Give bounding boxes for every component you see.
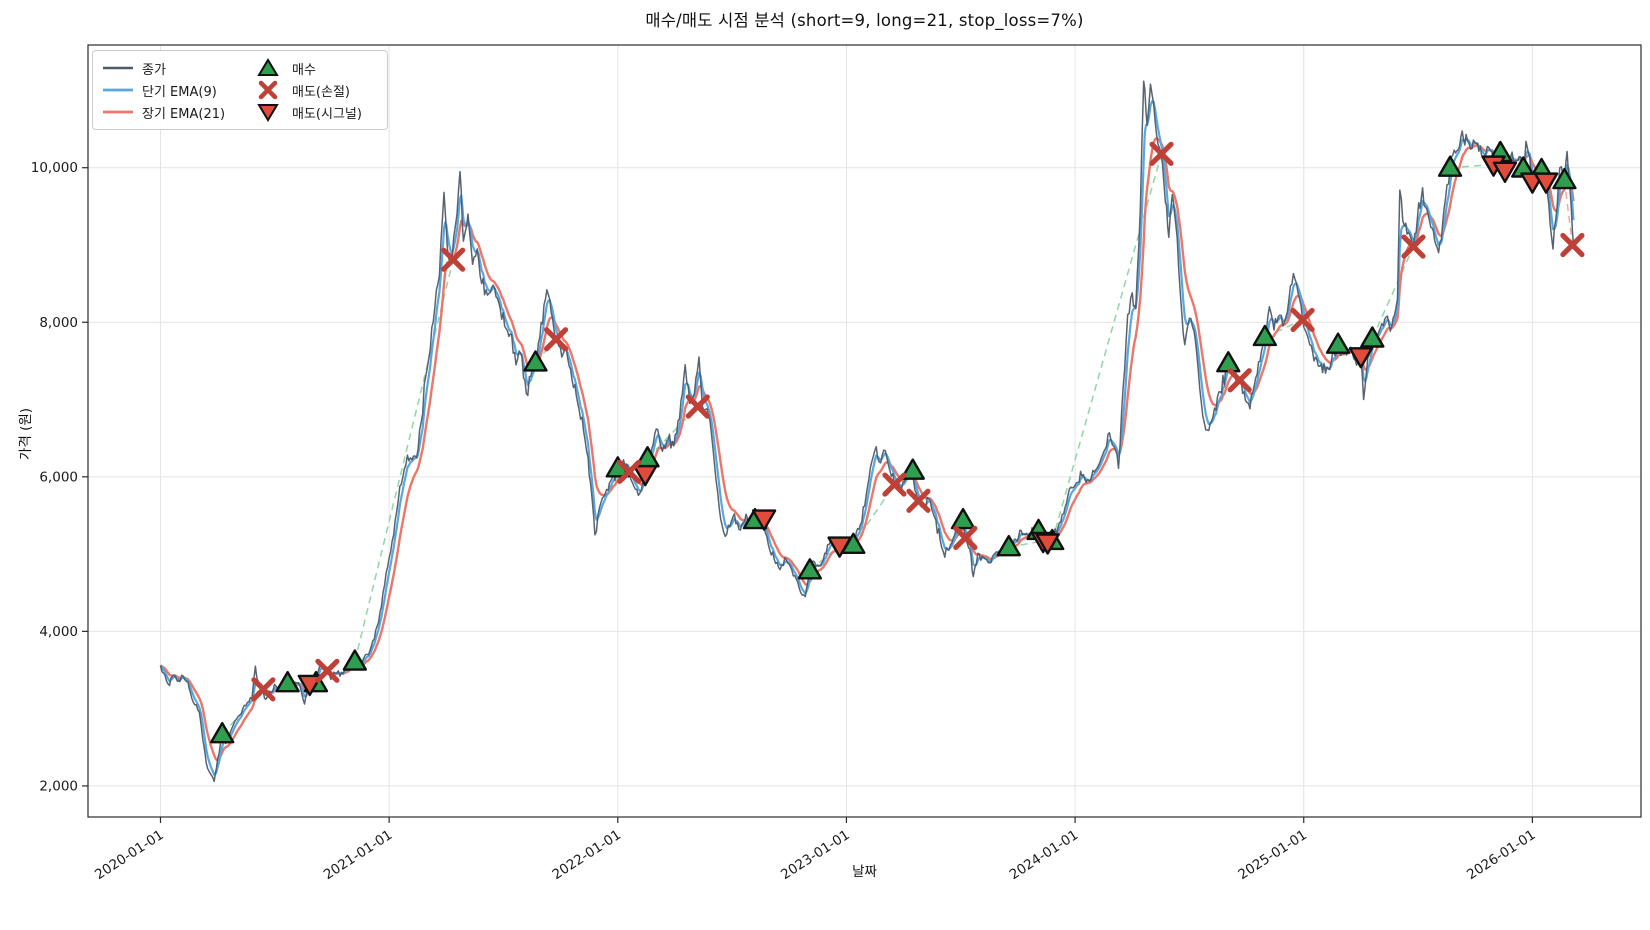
stop-loss-marker xyxy=(315,658,340,683)
stop-loss-marker xyxy=(1560,232,1585,258)
y-tick-label: 2,000 xyxy=(39,778,78,794)
buy-marker xyxy=(797,558,823,580)
stop-loss-marker xyxy=(441,247,466,272)
buy-marker xyxy=(996,534,1021,557)
sell-signal-markers xyxy=(297,155,1559,697)
stop-loss-marker xyxy=(1401,234,1426,259)
buy-marker xyxy=(1360,326,1385,348)
y-axis-label: 가격 (원) xyxy=(18,407,34,461)
legend-item-sell-signal: 매도(시그널) xyxy=(251,102,379,122)
buy-triangle-icon xyxy=(251,58,285,78)
y-tick-label: 10,000 xyxy=(31,160,78,176)
y-tick-label: 6,000 xyxy=(39,469,78,485)
legend-item-buy: 매수 xyxy=(251,58,379,78)
sell-signal-marker xyxy=(1035,533,1060,555)
legend-label: 장기 EMA(21) xyxy=(142,106,226,122)
legend-item-sell-stop: 매도(손절) xyxy=(251,80,379,100)
buy-marker xyxy=(523,350,548,372)
buy-marker xyxy=(275,670,300,693)
close-line-swatch xyxy=(101,64,135,72)
chart-title: 매수/매도 시점 분석 (short=9, long=21, stop_loss… xyxy=(645,11,1084,30)
sell-signal-marker xyxy=(1492,161,1518,184)
sell-signal-marker xyxy=(297,674,322,697)
buy-marker xyxy=(342,649,368,671)
buy-marker xyxy=(1437,155,1463,177)
stop-loss-marker xyxy=(251,677,276,702)
trade-connector-gain xyxy=(354,259,454,662)
stop-loss-marker xyxy=(906,488,931,513)
buy-marker xyxy=(950,507,976,530)
legend-item-close: 종가 xyxy=(101,58,251,78)
legend-item-ema-long: 장기 EMA(21) xyxy=(101,102,251,122)
buy-marker xyxy=(1552,167,1577,190)
stop-loss-marker xyxy=(1227,368,1252,393)
stop-loss-x-icon xyxy=(251,80,285,100)
stop-loss-marker xyxy=(882,472,907,497)
buy-marker xyxy=(1325,332,1351,354)
y-tick-label: 4,000 xyxy=(39,624,78,640)
legend-item-ema-short: 단기 EMA(9) xyxy=(101,80,251,100)
trade-connector-loss xyxy=(1563,179,1574,246)
legend-label: 매도(손절) xyxy=(292,84,350,100)
sell-signal-marker xyxy=(1348,347,1374,369)
axes-spines xyxy=(87,44,1642,818)
stop-loss-marker xyxy=(543,327,569,352)
sell-signal-marker xyxy=(751,509,777,531)
legend-label: 종가 xyxy=(142,62,166,78)
stop-loss-marker xyxy=(1149,141,1174,166)
ema-long-line-swatch xyxy=(101,108,135,116)
stop-loss-markers xyxy=(251,141,1585,702)
sell-triangle-icon xyxy=(251,102,285,122)
stop-loss-marker xyxy=(953,525,978,550)
stop-loss-marker xyxy=(617,459,642,484)
legend-label: 매수 xyxy=(292,62,316,78)
y-tick-label: 8,000 xyxy=(39,315,78,331)
buy-marker xyxy=(210,721,235,744)
buy-marker xyxy=(1252,324,1278,347)
stop-loss-marker xyxy=(1290,307,1315,333)
sell-signal-marker xyxy=(1533,172,1559,194)
buy-marker xyxy=(900,458,925,480)
plot-background xyxy=(88,45,1641,817)
legend-label: 매도(시그널) xyxy=(292,106,362,122)
legend-label: 단기 EMA(9) xyxy=(142,84,217,100)
ema-short-line-swatch xyxy=(101,86,135,94)
trade-connector-gain xyxy=(1371,246,1415,339)
trade-connector-gain xyxy=(1264,319,1303,338)
x-axis-label: 날짜 xyxy=(852,864,877,880)
sell-signal-marker xyxy=(827,536,852,558)
stop-loss-marker xyxy=(685,394,710,419)
sell-signal-marker xyxy=(633,464,658,487)
legend: 종가 단기 EMA(9) 장기 EMA(21) 매수 매도(손절) xyxy=(92,50,388,130)
